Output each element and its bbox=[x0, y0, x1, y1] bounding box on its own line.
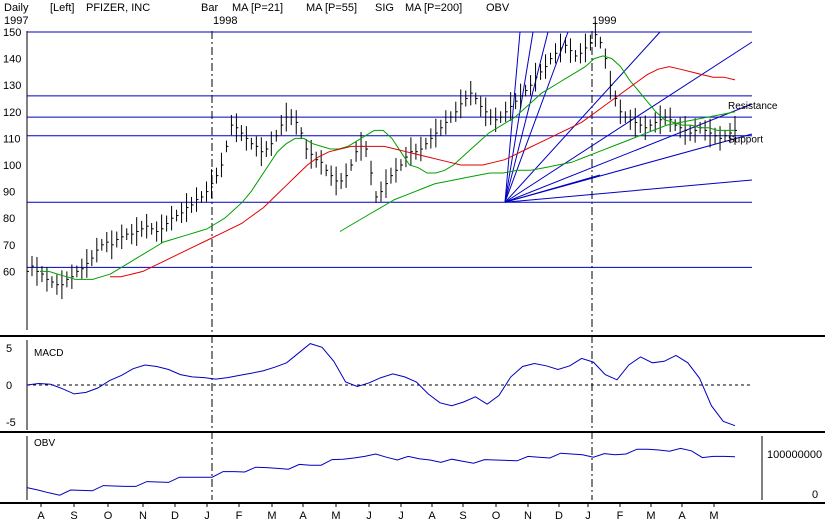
year-label-1997: 1997 bbox=[4, 15, 28, 27]
scale-label: [Left] bbox=[50, 2, 74, 14]
month-label: J bbox=[585, 510, 591, 522]
price-tick-label: 110 bbox=[3, 133, 21, 145]
month-label: A bbox=[37, 510, 45, 522]
obv-title: OBV bbox=[34, 438, 55, 449]
price-tick-label: 90 bbox=[3, 187, 15, 199]
fan-line-9 bbox=[504, 174, 601, 203]
legend-sig: SIG bbox=[375, 2, 394, 14]
fan-line-3 bbox=[504, 31, 569, 203]
price-tick-label: 120 bbox=[3, 107, 21, 119]
fan-line-6 bbox=[504, 103, 753, 203]
month-label: S bbox=[70, 510, 77, 522]
obv-tick-label: 100000000 bbox=[767, 449, 822, 461]
ma200-series bbox=[339, 111, 736, 232]
fan-line-1 bbox=[504, 31, 534, 203]
macd-series bbox=[26, 343, 736, 427]
month-label: F bbox=[617, 510, 624, 522]
month-label: J bbox=[366, 510, 372, 522]
month-label: M bbox=[709, 510, 718, 522]
annotation-support: Support bbox=[728, 134, 763, 145]
legend-ma55: MA [P=55] bbox=[306, 2, 357, 14]
month-label: J bbox=[204, 510, 210, 522]
macd-title: MACD bbox=[34, 348, 63, 359]
month-label: D bbox=[555, 510, 563, 522]
style-label: Bar bbox=[201, 2, 218, 14]
year-label-1999: 1999 bbox=[592, 15, 616, 27]
ma55-series bbox=[110, 66, 736, 278]
price-tick-label: 140 bbox=[3, 54, 21, 66]
month-label: D bbox=[171, 510, 179, 522]
month-label: A bbox=[428, 510, 436, 522]
macd-tick-label: -5 bbox=[6, 417, 16, 429]
month-label: M bbox=[331, 510, 340, 522]
month-label: A bbox=[299, 510, 307, 522]
month-label: M bbox=[646, 510, 655, 522]
fan-line-0 bbox=[504, 31, 521, 203]
price-tick-label: 80 bbox=[3, 213, 15, 225]
year-label-1998: 1998 bbox=[213, 15, 237, 27]
month-label: N bbox=[139, 510, 147, 522]
month-label: J bbox=[398, 510, 404, 522]
month-label: S bbox=[459, 510, 466, 522]
macd-tick-label: 5 bbox=[6, 343, 12, 355]
legend-ma200: MA [P=200] bbox=[405, 2, 462, 14]
ticker-label: PFIZER, INC bbox=[86, 2, 150, 14]
macd-tick-label: 0 bbox=[6, 380, 12, 392]
legend-obv: OBV bbox=[486, 2, 510, 14]
price-tick-label: 130 bbox=[3, 80, 21, 92]
month-label: M bbox=[267, 510, 276, 522]
month-label: O bbox=[492, 510, 501, 522]
price-tick-label: 70 bbox=[3, 240, 15, 252]
fan-line-4 bbox=[504, 31, 661, 203]
obv-series bbox=[26, 447, 736, 496]
annotation-resistance: Resistance bbox=[728, 101, 778, 112]
obv-tick-label: 0 bbox=[812, 489, 818, 501]
fan-line-8 bbox=[504, 179, 753, 203]
month-label: A bbox=[678, 510, 686, 522]
month-label: O bbox=[104, 510, 113, 522]
legend-ma21: MA [P=21] bbox=[232, 2, 283, 14]
month-label: N bbox=[524, 510, 532, 522]
fan-line-2 bbox=[504, 31, 549, 203]
fan-line-5 bbox=[504, 41, 753, 203]
ma21-series bbox=[40, 55, 735, 280]
price-tick-label: 100 bbox=[3, 160, 21, 172]
month-label: F bbox=[236, 510, 243, 522]
price-tick-label: 60 bbox=[3, 266, 15, 278]
period-label: Daily bbox=[4, 2, 29, 14]
price-tick-label: 150 bbox=[3, 27, 21, 39]
